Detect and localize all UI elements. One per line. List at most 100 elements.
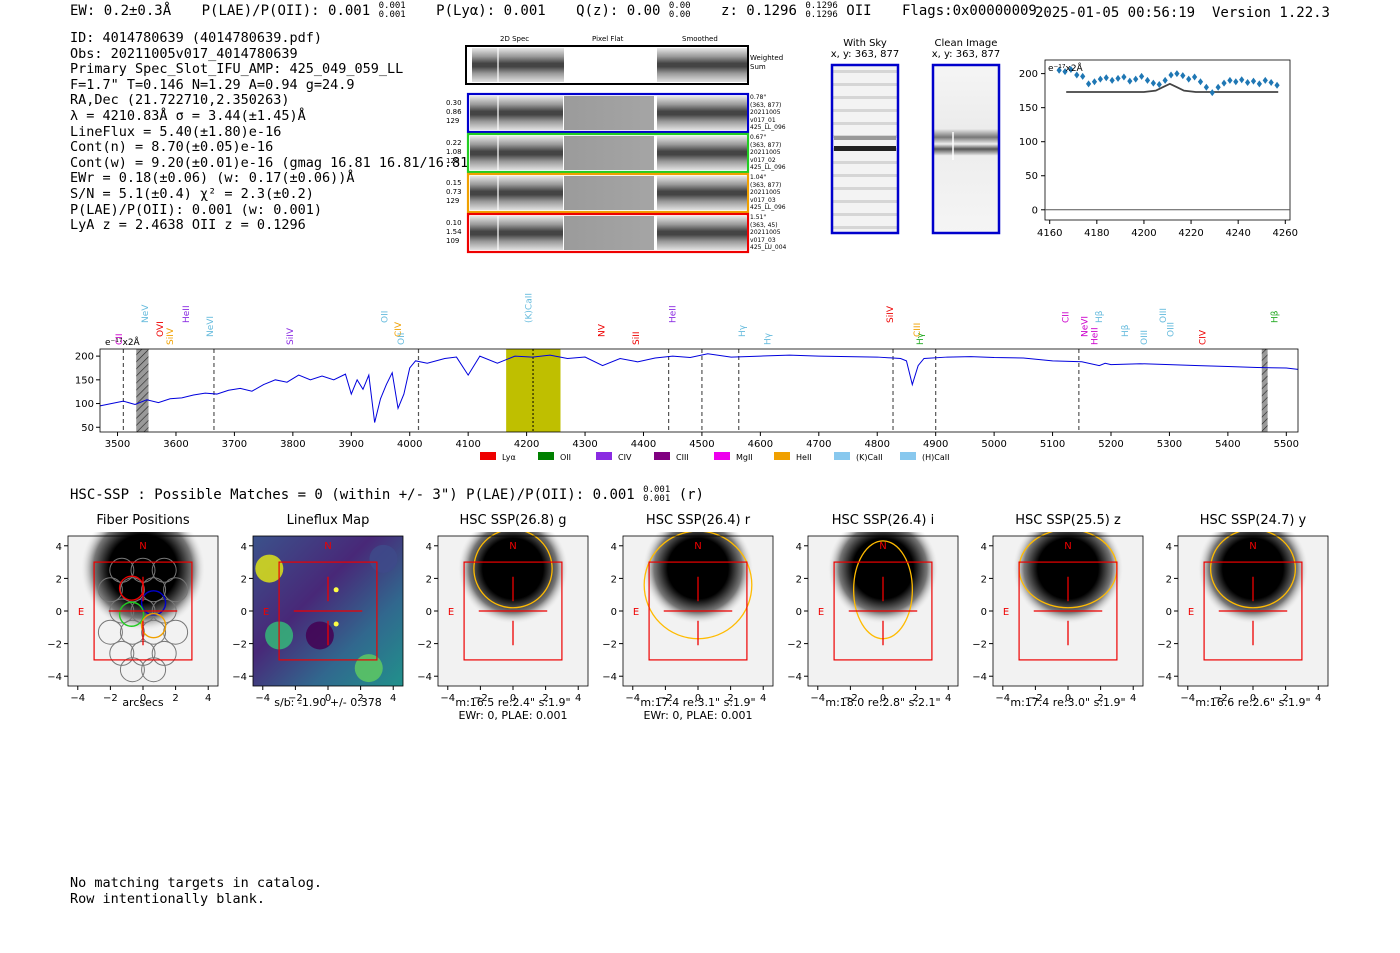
panel-image-7: N E 4 2 0 −2 −4 −4 −2 0 2 4 [1157,532,1329,704]
panel-ytick-label: 2 [1166,574,1172,585]
z-sup: 0.1296 [805,1,838,11]
spectrum-xtick-label: 5400 [1215,439,1240,450]
zoom-data-point [1227,76,1233,84]
panel-xtick-label: 0 [880,693,886,704]
zoom-data-point [1268,78,1274,86]
panel-xtick-label: −4 [440,693,455,704]
panel-caption-line2: EWr: 0, PLAE: 0.001 [643,709,753,722]
panel-caption-line1: m:16.5 re:2.4" s:1.9" [455,696,571,709]
emission-line-label: (K)CaII [524,293,534,323]
cutout-smoothed-2 [657,136,747,170]
plae-sup: 0.001 [378,1,406,11]
panel-xtick-label: 0 [325,693,331,704]
spectrum-unit-label: e⁻¹⁷x2Å [105,336,141,348]
legend-label: (K)CaII [856,453,883,462]
spectrum-xtick-label: 4300 [572,439,597,450]
north-label: N [509,541,516,552]
panel-ytick-label: 0 [1166,607,1172,618]
east-label: E [263,607,269,618]
zoom-data-point [1156,81,1162,89]
spectrum-ytick-label: 100 [75,399,94,410]
plae-value: P(LAE)/P(OII): 0.001 0.001 0.001 [201,1,406,20]
legend-swatch [654,452,670,460]
row1-info: 0.78" (363, 877) 20211005 v017_01 425_LL_096 [750,94,786,131]
panel-xtick-label: −4 [625,693,640,704]
fiber-circle [119,619,145,645]
panel-xtick-label: −2 [1213,693,1228,704]
emission-line-label: HeII [669,305,679,323]
panel-ytick-label: −4 [47,672,62,683]
spectrum-xtick-label: 4600 [748,439,773,450]
panel-ytick-label: 2 [426,574,432,585]
panel-title-4: HSC SSP(26.4) r [645,513,751,528]
legend-swatch [834,452,850,460]
panel-image-3: N E 4 2 0 −2 −4 −4 −2 0 2 4 [417,532,589,704]
z-type: OII [846,3,872,19]
panel-ytick-label: −2 [47,640,62,651]
panel-image-1: N E 4 2 0 −2 −4 −4 −2 0 2 4 [47,532,219,704]
panel-xtick-label: −4 [995,693,1010,704]
panel-ytick-label: 4 [981,542,987,553]
prop-cont-n: Cont(n) = 8.70(±0.05)e-16 [70,139,274,156]
panel-xtick-label: −2 [103,693,118,704]
panel-xtick-label: 4 [390,693,396,704]
row2-stats: 0.22 1.08 129 [446,139,462,165]
panel-caption-line1: m:16.6 re:2.6" s:1.9" [1195,696,1311,709]
prop-sn-chi2: S/N = 5.1(±0.4) χ² = 2.3(±0.2) [70,185,314,202]
zoom-data-point [1138,72,1145,80]
panel-ytick-label: 4 [1166,542,1172,553]
legend-label: OII [560,453,571,462]
emission-line-label: SiIV [886,305,896,323]
panel-xtick-label: −2 [473,693,488,704]
emission-line-label: Hβ [1121,324,1131,337]
legend-label: (H)CaII [922,453,949,462]
emission-line-label: NV [597,323,607,337]
zoom-data-point [1244,78,1251,86]
spectrum-xtick-label: 5100 [1040,439,1065,450]
zoom-data-point [1085,80,1092,88]
search-box [648,561,748,661]
clean-image-title: Clean Image x, y: 363, 877 [931,38,1001,60]
zoom-xtick-label: 4240 [1225,228,1250,237]
emission-line-label: Hγ [916,332,926,345]
east-label: E [1188,607,1194,618]
spectrum-ytick-label: 150 [75,375,94,386]
panel-title-3: HSC SSP(26.8) g [459,513,567,528]
emission-line-label: Hγ [763,332,773,345]
qz-sup: 0.00 [668,1,691,11]
prop-ewr: EWr = 0.18(±0.06) (w: 0.17(±0.06))Å [70,170,355,187]
version: Version 1.22.3 [1211,5,1330,21]
zoom-data-point [1074,71,1080,79]
clean-image [931,63,1001,235]
lineflux-peak [333,621,339,627]
fiber-circle [141,657,167,683]
panel-xtick-label: 2 [542,693,548,704]
legend-label: CIV [618,453,632,462]
panel-ytick-label: 2 [981,574,987,585]
spectrum-xtick-label: 4100 [455,439,480,450]
plya-value: P(Lyα): 0.001 [436,3,546,19]
zoom-data-point [1068,66,1074,74]
panel-ytick-label: 4 [611,542,617,553]
legend-label: MgII [736,453,753,462]
z-sub: 0.1296 [805,10,838,20]
emission-line-label: SiII [632,331,642,345]
emission-line-label: OII [381,311,391,323]
panel-xtick-label: 2 [727,693,733,704]
lineflux-blob [255,554,284,583]
emission-line-label: OIII [1159,308,1169,323]
panel-ytick-label: 0 [611,607,617,618]
row4-stats: 0.10 1.54 109 [446,219,462,245]
zoom-data-point [1233,78,1239,86]
cutout-smoothed-4 [657,216,747,250]
prop-id: ID: 4014780639 (4014780639.pdf) [70,30,322,46]
prop-lineflux: LineFlux = 5.40(±1.80)e-16 [70,123,282,140]
panel-caption-line2: EWr: 0, PLAE: 0.001 [458,709,568,722]
fiber-circle [97,619,123,645]
panel-xtick-label: 0 [1250,693,1256,704]
panel-xtick-label: 2 [1282,693,1288,704]
panel-image-6: N E 4 2 0 −2 −4 −4 −2 0 2 4 [972,532,1144,704]
fiber-circle [109,640,135,666]
emission-line-label: OIII [1167,322,1177,337]
fiber-circle [163,577,189,603]
